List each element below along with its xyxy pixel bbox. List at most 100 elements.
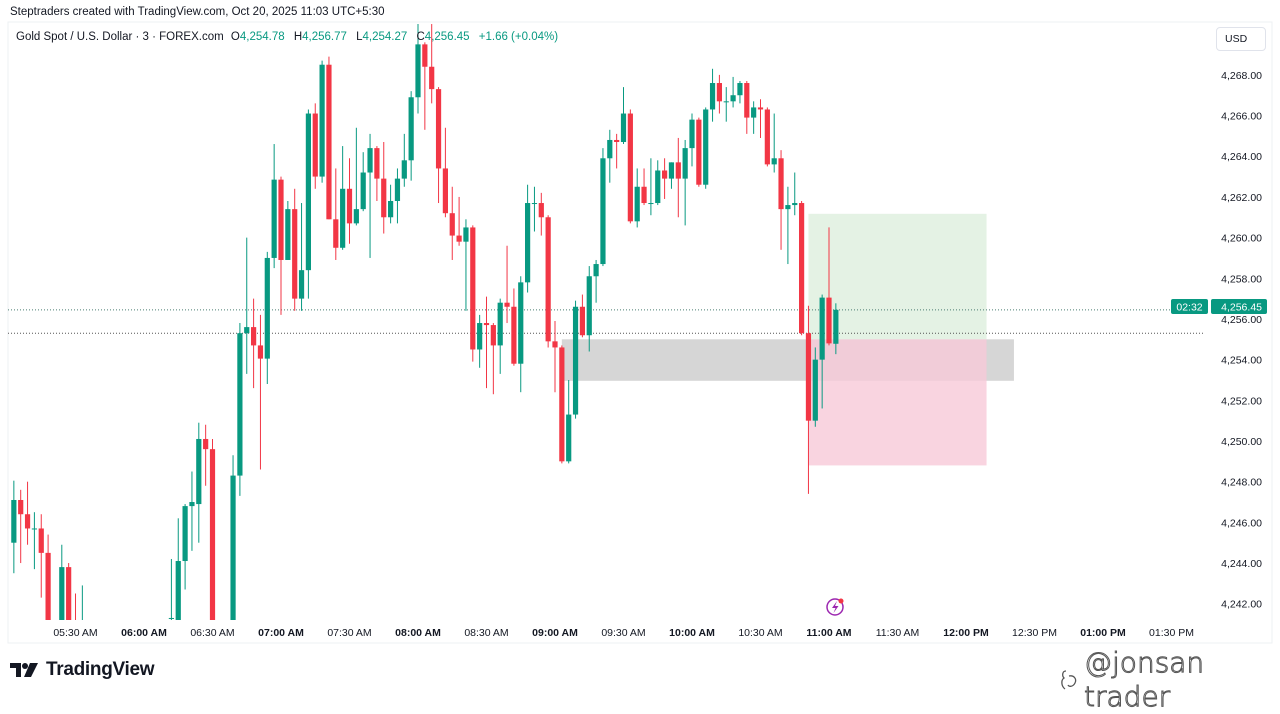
candle[interactable] xyxy=(251,298,257,389)
candle[interactable] xyxy=(751,101,757,134)
candle[interactable] xyxy=(655,160,661,206)
candle[interactable] xyxy=(833,303,839,355)
candle[interactable] xyxy=(168,558,174,620)
candle[interactable] xyxy=(600,148,606,267)
candle[interactable] xyxy=(388,184,394,224)
candle[interactable] xyxy=(374,146,380,201)
candle[interactable] xyxy=(381,142,387,234)
candle[interactable] xyxy=(723,87,729,122)
candle[interactable] xyxy=(525,184,531,293)
candle[interactable] xyxy=(579,294,585,338)
candle[interactable] xyxy=(504,245,510,324)
candle[interactable] xyxy=(470,225,476,362)
candle[interactable] xyxy=(237,323,243,496)
candle[interactable] xyxy=(757,99,764,138)
candle[interactable] xyxy=(799,200,805,336)
candle[interactable] xyxy=(709,68,716,122)
candle[interactable] xyxy=(730,76,736,108)
candle[interactable] xyxy=(634,168,640,228)
candle[interactable] xyxy=(490,323,496,395)
candle[interactable] xyxy=(24,481,31,545)
candle[interactable] xyxy=(312,103,318,189)
candle[interactable] xyxy=(737,80,743,104)
candle[interactable] xyxy=(675,137,681,218)
candle[interactable] xyxy=(641,168,647,206)
candle[interactable] xyxy=(189,471,195,551)
lightning-events-icon[interactable] xyxy=(826,598,844,616)
candle[interactable] xyxy=(785,186,791,265)
candle[interactable] xyxy=(305,109,311,299)
candle[interactable] xyxy=(230,455,236,638)
candle[interactable] xyxy=(545,215,551,348)
candle[interactable] xyxy=(422,42,428,130)
candle[interactable] xyxy=(175,518,181,638)
candle[interactable] xyxy=(429,24,435,104)
candle[interactable] xyxy=(394,168,401,224)
candle[interactable] xyxy=(572,300,579,419)
candle[interactable] xyxy=(483,296,490,389)
candle[interactable] xyxy=(73,593,78,641)
candle[interactable] xyxy=(627,109,633,224)
candle[interactable] xyxy=(298,203,305,311)
candle[interactable] xyxy=(264,251,270,385)
candle[interactable] xyxy=(340,146,346,250)
symbol-title[interactable]: Gold Spot / U.S. Dollar · 3 · FOREX.com xyxy=(16,31,224,43)
candle[interactable] xyxy=(531,186,538,232)
candle[interactable] xyxy=(346,158,353,244)
candle[interactable] xyxy=(319,60,325,183)
candle[interactable] xyxy=(38,514,44,598)
candle[interactable] xyxy=(696,117,702,187)
candle[interactable] xyxy=(463,219,469,311)
candle[interactable] xyxy=(716,74,722,114)
candle[interactable] xyxy=(614,133,620,169)
candle[interactable] xyxy=(182,504,188,590)
candle[interactable] xyxy=(620,87,627,145)
candle[interactable] xyxy=(648,158,654,216)
candle[interactable] xyxy=(559,345,565,464)
candle[interactable] xyxy=(744,80,750,134)
candle[interactable] xyxy=(607,129,613,183)
candle[interactable] xyxy=(518,276,524,393)
long-position-stop-zone[interactable] xyxy=(808,339,987,466)
candle[interactable] xyxy=(456,196,462,246)
candle[interactable] xyxy=(367,133,373,258)
candle[interactable] xyxy=(209,438,216,638)
candle[interactable] xyxy=(360,152,366,212)
candle[interactable] xyxy=(415,24,421,114)
candle[interactable] xyxy=(244,237,250,374)
candle[interactable] xyxy=(401,133,407,187)
candle[interactable] xyxy=(662,158,668,199)
candle[interactable] xyxy=(353,127,359,226)
candle[interactable] xyxy=(764,107,770,167)
candle[interactable] xyxy=(477,314,483,368)
candle[interactable] xyxy=(682,139,688,226)
candle[interactable] xyxy=(196,422,202,543)
candle[interactable] xyxy=(668,162,675,189)
candle[interactable] xyxy=(285,200,291,260)
candle[interactable] xyxy=(771,113,777,173)
candle[interactable] xyxy=(792,172,798,216)
candle[interactable] xyxy=(826,227,832,346)
candle[interactable] xyxy=(593,259,599,303)
candle[interactable] xyxy=(552,321,558,393)
currency-button[interactable]: USD xyxy=(1216,27,1266,51)
candle[interactable] xyxy=(80,585,85,640)
candle[interactable] xyxy=(819,294,825,409)
candle[interactable] xyxy=(59,544,65,639)
candle[interactable] xyxy=(538,192,544,236)
candle[interactable] xyxy=(703,107,709,189)
candle[interactable] xyxy=(408,91,414,181)
candlestick-chart[interactable]: 4,268.00 4,266.00 4,264.00 4,262.00 4,260.00… xyxy=(0,0,1280,697)
candle[interactable] xyxy=(203,424,209,486)
candle[interactable] xyxy=(497,298,503,374)
candle[interactable] xyxy=(257,314,264,470)
candle[interactable] xyxy=(66,563,72,638)
candle[interactable] xyxy=(435,87,442,204)
candle[interactable] xyxy=(31,512,37,570)
candle[interactable] xyxy=(586,266,592,352)
candle[interactable] xyxy=(18,489,24,564)
candle[interactable] xyxy=(566,379,572,464)
candle[interactable] xyxy=(333,168,339,260)
candle[interactable] xyxy=(778,150,784,250)
candle[interactable] xyxy=(278,176,284,315)
